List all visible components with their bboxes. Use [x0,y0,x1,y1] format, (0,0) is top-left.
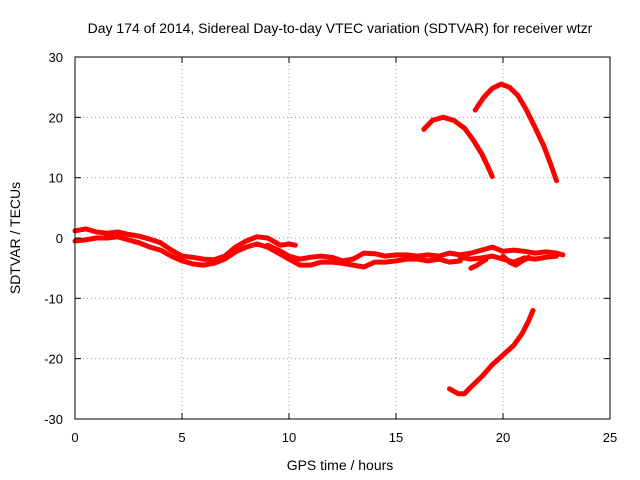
series-line-8 [472,81,559,184]
series-line-9 [447,307,536,397]
y-tick-label: 30 [49,50,63,65]
ticks: 0 5 10 15 20 25 -30 -20 -10 0 10 20 30 [44,50,617,445]
x-tick-label: 15 [389,430,403,445]
x-tick-label: 20 [496,430,510,445]
chart-title: Day 174 of 2014, Sidereal Day-to-day VTE… [88,20,593,36]
x-axis-label: GPS time / hours [287,457,394,473]
grid [75,57,610,419]
series-line-7 [421,114,495,179]
y-tick-label: 0 [56,231,63,246]
x-tick-label: 5 [178,430,185,445]
x-tick-label: 25 [603,430,617,445]
y-tick-label: 10 [49,171,63,186]
series-line-3 [265,242,566,264]
x-tick-label: 10 [282,430,296,445]
x-tick-label: 0 [71,430,78,445]
y-tick-label: 20 [49,110,63,125]
series-line-5 [468,257,489,271]
series-group [72,81,566,397]
series-line-2 [72,234,463,270]
series-line-6 [500,253,532,268]
series-line-1 [72,226,298,263]
y-tick-label: -10 [44,291,63,306]
y-tick-label: -20 [44,352,63,367]
y-tick-label: -30 [44,412,63,427]
y-axis-label: SDTVAR / TECUs [7,182,23,294]
